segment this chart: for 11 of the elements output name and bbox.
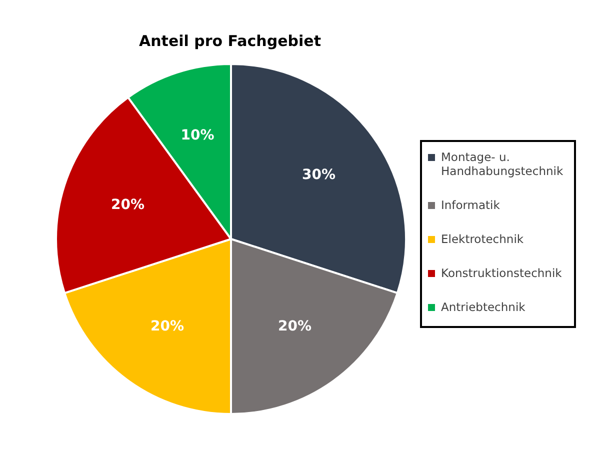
data-label: 20%: [150, 318, 184, 334]
legend-label: Antriebtechnik: [441, 300, 526, 314]
legend-label: Informatik: [441, 198, 500, 212]
data-label: 20%: [111, 197, 145, 214]
data-label: 10%: [180, 127, 214, 144]
data-label: 20%: [278, 318, 312, 334]
legend-label: Konstruktionstechnik: [441, 266, 562, 280]
data-label: 30%: [302, 166, 336, 183]
legend-label: Elektrotechnik: [441, 232, 524, 246]
chart-title: Anteil pro Fachgebiet: [138, 32, 322, 50]
legend-label: Montage- u. Handhabungstechnik: [441, 150, 564, 178]
